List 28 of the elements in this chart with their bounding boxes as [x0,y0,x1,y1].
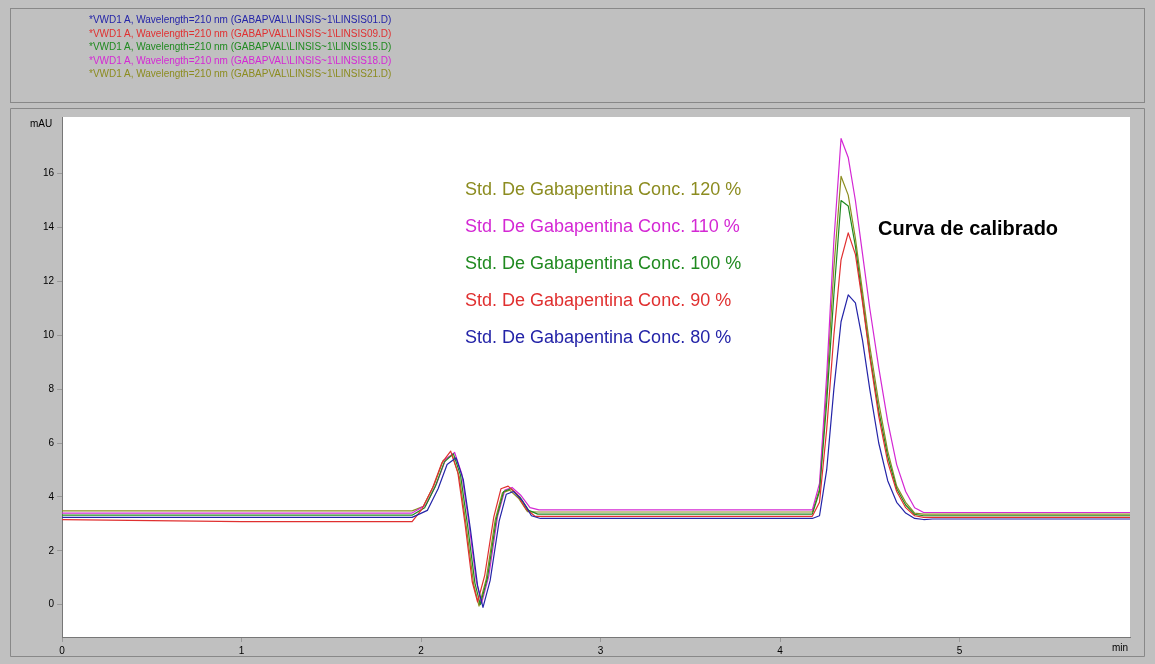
y-axis-title: mAU [29,117,53,129]
annotation: Std. De Gabapentina Conc. 80 % [465,326,732,347]
x-tick-label: 2 [418,644,425,656]
y-tick-label: 12 [43,275,55,287]
y-tick-label: 6 [48,436,55,448]
x-tick-label: 0 [59,644,66,656]
x-tick-label: 5 [956,644,963,656]
x-axis-title: min [1111,641,1128,653]
y-tick-label: 4 [48,490,55,502]
text: *VWD1 A, Wavelength=210 nm (GABAPVAL\LINSIS~1\LINSIS01.D) [89,13,393,27]
x-tick-label: 1 [238,644,245,656]
text: *VWD1 A, Wavelength=210 nm (GABAPVAL\LINSIS~1\LINSIS15.D) [89,40,393,54]
y-tick-label: 10 [43,328,55,340]
y-tick-label: 16 [43,167,55,179]
y-tick-label: 14 [43,221,55,233]
annotation: Std. De Gabapentina Conc. 100 % [465,252,742,273]
y-tick-label: 0 [48,598,55,610]
annotation: Curva de calibrado [878,216,1059,239]
text: *VWD1 A, Wavelength=210 nm (GABAPVAL\LINSIS~1\LINSIS09.D) [89,26,393,40]
x-tick-label: 3 [597,644,604,656]
annotation: Std. De Gabapentina Conc. 110 % [465,215,740,236]
y-tick-label: 8 [48,382,55,394]
annotation: Std. De Gabapentina Conc. 90 % [465,289,732,310]
y-tick-label: 2 [48,544,55,556]
text: *VWD1 A, Wavelength=210 nm (GABAPVAL\LINSIS~1\LINSIS21.D) [89,67,393,81]
text: *VWD1 A, Wavelength=210 nm (GABAPVAL\LINSIS~1\LINSIS18.D) [89,53,393,67]
x-tick-label: 4 [777,644,784,656]
annotation: Std. De Gabapentina Conc. 120 % [465,178,742,199]
